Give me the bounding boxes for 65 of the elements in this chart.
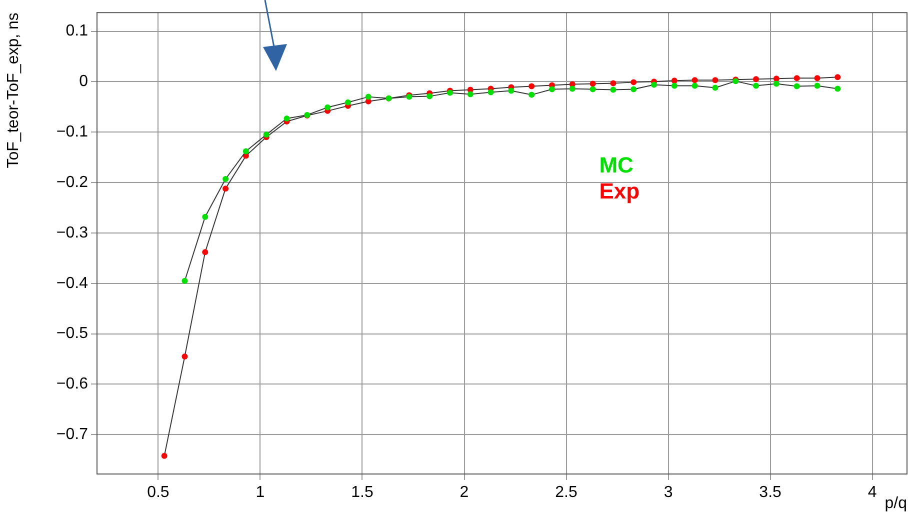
point xyxy=(182,354,188,360)
point xyxy=(692,77,698,84)
point xyxy=(692,82,698,89)
point xyxy=(651,82,658,88)
y-tick-label: −0.7 xyxy=(56,426,88,444)
point xyxy=(834,74,841,80)
x-tick-label: 1 xyxy=(256,484,265,502)
text: MC xyxy=(599,152,634,178)
point xyxy=(753,76,760,82)
point xyxy=(344,99,351,106)
x-tick-label: 3.5 xyxy=(759,484,782,502)
point xyxy=(630,79,637,86)
point xyxy=(671,78,678,84)
point xyxy=(284,115,290,122)
y-axis-title: ToF_teor-ToF_exp, ns xyxy=(5,12,22,168)
point xyxy=(590,86,596,92)
text: Exp xyxy=(599,178,640,204)
y-tick-label: −0.2 xyxy=(56,174,88,191)
point xyxy=(794,75,800,82)
y-tick-label: 0 xyxy=(79,73,88,90)
point xyxy=(610,86,616,93)
point xyxy=(263,132,270,138)
point xyxy=(222,176,229,182)
x-tick-label: 2.5 xyxy=(555,484,578,502)
x-tick-label: 2 xyxy=(460,484,469,502)
y-tick-label: −0.1 xyxy=(56,124,88,141)
point xyxy=(528,83,535,90)
point xyxy=(773,76,780,82)
point xyxy=(610,80,616,86)
point xyxy=(712,84,718,91)
point xyxy=(365,94,372,100)
point xyxy=(161,452,168,459)
x-tick-label: 1.5 xyxy=(351,484,374,502)
point xyxy=(569,86,576,92)
y-tick-label: −0.5 xyxy=(56,325,88,342)
point xyxy=(671,82,678,89)
point xyxy=(753,82,760,89)
point xyxy=(508,88,514,94)
point xyxy=(488,89,494,96)
y-tick-label: −0.4 xyxy=(56,274,88,292)
y-tick-label: −0.6 xyxy=(56,376,88,393)
point xyxy=(222,186,229,192)
x-tick-label: 4 xyxy=(868,484,877,502)
point xyxy=(814,75,820,82)
x-axis-title: p/q xyxy=(884,494,907,512)
x-tick-label: 3 xyxy=(664,484,673,502)
point xyxy=(202,214,208,220)
y-tick-label: −0.3 xyxy=(56,224,88,242)
point xyxy=(773,80,780,87)
point xyxy=(202,249,208,256)
y-tick-label: 0.1 xyxy=(66,22,88,40)
x-tick-label: 0.5 xyxy=(147,484,170,502)
point xyxy=(794,83,800,90)
point xyxy=(590,80,596,87)
point xyxy=(834,86,841,92)
point xyxy=(324,104,331,110)
point xyxy=(548,86,555,92)
point xyxy=(712,77,718,84)
point xyxy=(182,278,188,284)
point xyxy=(467,91,474,98)
point xyxy=(630,86,637,92)
point xyxy=(528,92,535,98)
point xyxy=(242,148,249,154)
point xyxy=(814,82,820,89)
point xyxy=(426,93,433,100)
